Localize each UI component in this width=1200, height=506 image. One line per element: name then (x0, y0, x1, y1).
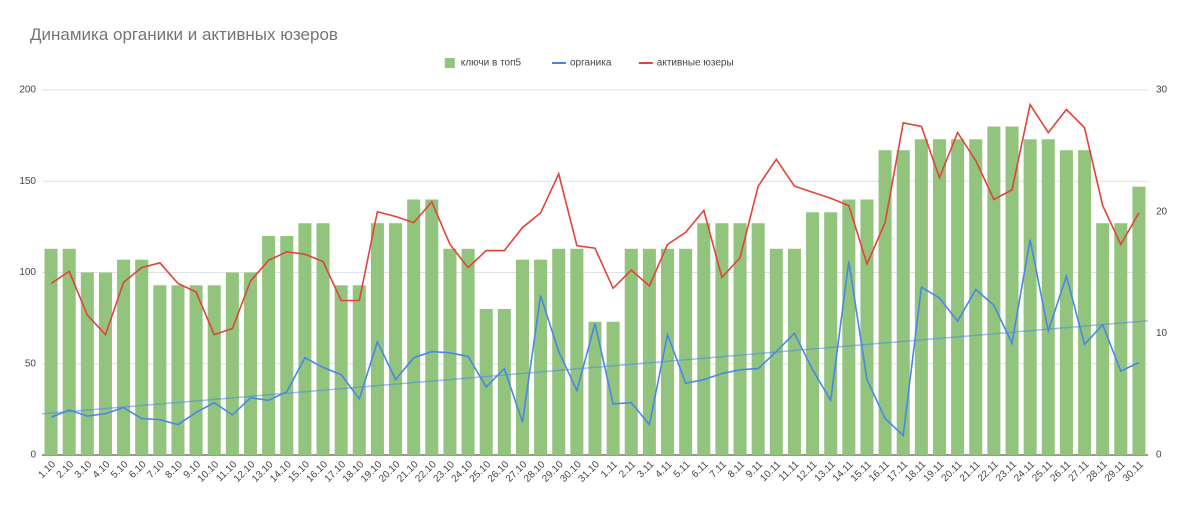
x-tick-label: 5.10 (109, 459, 131, 481)
bar (80, 272, 94, 455)
bar (1023, 139, 1037, 455)
bar (1041, 139, 1055, 455)
bar (932, 139, 947, 455)
bar (951, 139, 965, 455)
bar (316, 223, 330, 455)
y2-tick-label: 0 (1156, 450, 1162, 461)
x-tick-label: 2.11 (617, 459, 638, 480)
x-tick-label: 4.11 (653, 459, 674, 480)
bar (878, 150, 892, 455)
bar (642, 248, 656, 455)
bar (1114, 223, 1128, 455)
x-tick-label: 8.10 (163, 459, 185, 481)
bar (62, 248, 76, 455)
x-tick-label: 7.10 (145, 459, 167, 481)
bar (787, 248, 801, 455)
bar (679, 248, 693, 455)
x-tick-label: 8.11 (726, 459, 747, 480)
x-tick-label: 7.11 (708, 459, 729, 480)
bar (914, 139, 928, 455)
bar (1059, 150, 1073, 455)
x-tick-label: 1.10 (37, 459, 59, 481)
y-tick-label: 200 (19, 85, 36, 96)
bar (697, 223, 711, 455)
trendline (41, 320, 1149, 415)
y2-tick-label: 20 (1156, 206, 1168, 217)
line-series (50, 239, 1140, 438)
bar (443, 248, 457, 455)
x-tick-label: 1.11 (599, 459, 620, 480)
bar (606, 321, 620, 455)
bar (969, 139, 983, 455)
bar (570, 248, 584, 455)
bar (298, 223, 312, 455)
bar (461, 248, 475, 455)
bar (1096, 223, 1110, 455)
bar (171, 285, 185, 455)
bar (896, 150, 910, 455)
bar (624, 248, 638, 455)
bar (262, 236, 276, 455)
chart-title: Динамика органики и активных юзеров (30, 25, 338, 44)
bar (370, 223, 384, 455)
bar (588, 321, 602, 455)
bar (207, 285, 221, 455)
bar (135, 259, 149, 455)
bar (352, 285, 366, 455)
bar (243, 272, 258, 455)
bar (153, 285, 167, 455)
x-tick-label: 5.11 (672, 459, 693, 480)
x-tick-label: 30.11 (1121, 459, 1146, 484)
bar (660, 248, 675, 455)
bar (806, 212, 820, 455)
bar (987, 126, 1001, 455)
y-tick-label: 100 (19, 267, 36, 278)
bar (515, 259, 530, 455)
bar (334, 285, 348, 455)
bar (225, 272, 239, 455)
x-tick-label: 6.11 (690, 459, 711, 480)
legend-swatch (444, 58, 455, 68)
x-tick-label: 2.10 (55, 459, 77, 481)
bar (425, 199, 439, 455)
bar (751, 223, 765, 455)
y-tick-label: 50 (25, 358, 37, 369)
y-tick-label: 150 (19, 176, 36, 187)
x-tick-label: 10.11 (758, 459, 783, 484)
legend-label: ключи в топ5 (461, 58, 522, 69)
y2-tick-label: 10 (1156, 328, 1168, 339)
bar (715, 223, 729, 455)
line-series (50, 102, 1140, 337)
bar (497, 309, 511, 455)
bar (407, 199, 421, 455)
bar (117, 259, 131, 455)
bar (280, 236, 294, 455)
x-tick-label: 6.10 (127, 459, 149, 481)
bar (189, 285, 203, 455)
bar (842, 199, 856, 455)
bar (733, 223, 747, 455)
bar (44, 248, 58, 455)
y2-tick-label: 30 (1156, 85, 1168, 96)
bar (534, 259, 548, 455)
bar (479, 309, 493, 455)
legend-label: активные юзеры (657, 58, 734, 69)
bar (824, 212, 838, 455)
bar (1005, 126, 1019, 455)
x-tick-label: 3.11 (635, 459, 656, 480)
x-tick-label: 4.10 (91, 459, 113, 481)
bar (98, 272, 112, 455)
bar (1078, 150, 1092, 455)
bar (389, 223, 403, 455)
legend-label: органика (570, 58, 612, 69)
x-tick-label: 3.10 (73, 459, 95, 481)
bar (860, 199, 874, 455)
y-tick-label: 0 (30, 450, 36, 461)
